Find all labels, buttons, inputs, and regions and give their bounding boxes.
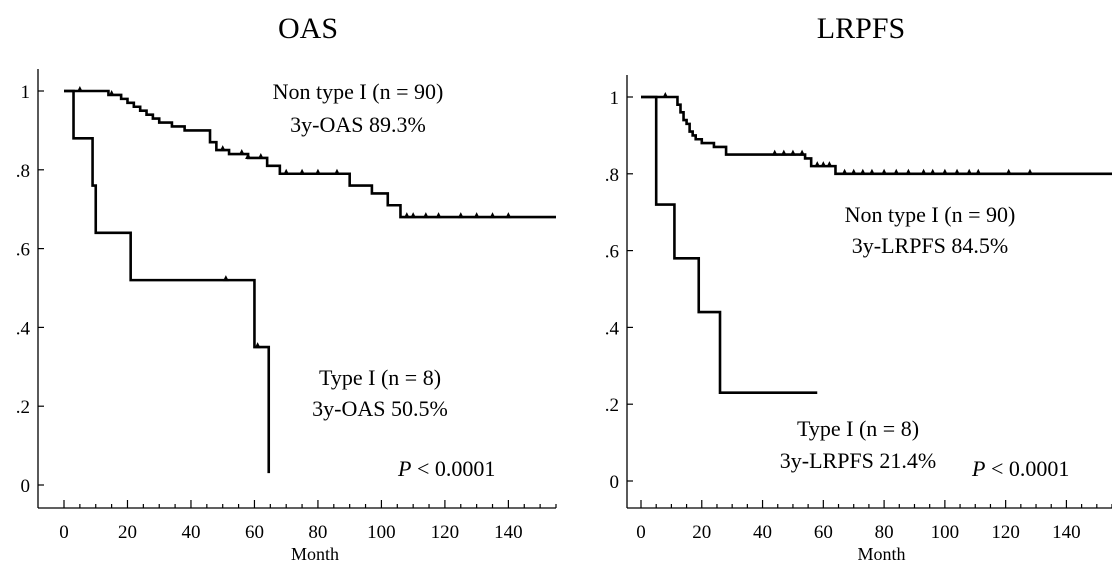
y-tick-label: 0 [21, 476, 31, 497]
x-tick-label: 40 [753, 522, 772, 543]
x-tick-label: 140 [1052, 522, 1081, 543]
censor-mark [1026, 168, 1033, 175]
group-label: Type I (n = 8) [319, 365, 441, 390]
censor-mark [283, 168, 290, 175]
p-value: P < 0.0001 [971, 456, 1069, 481]
censor-mark [1005, 168, 1012, 175]
censor-mark [257, 152, 264, 159]
censor-mark [254, 342, 261, 349]
x-tick-label: 20 [118, 522, 137, 543]
survival-stat: 3y-OAS 50.5% [312, 396, 448, 421]
km-curve-type-i [64, 89, 271, 474]
survival-stat: 3y-OAS 89.3% [290, 112, 426, 137]
x-tick-label: 0 [636, 522, 646, 543]
censor-mark [859, 168, 866, 175]
censor-mark [893, 168, 900, 175]
x-tick-label: 120 [991, 522, 1020, 543]
censor-mark [245, 152, 252, 159]
censor-mark [826, 161, 833, 168]
censor-mark [314, 168, 321, 175]
censor-mark [920, 168, 927, 175]
y-tick-label: .8 [605, 165, 619, 186]
censor-mark [489, 212, 496, 219]
x-tick-label: 80 [308, 522, 327, 543]
censor-mark [966, 168, 973, 175]
panel-oas: OAS 0 .2 .4 .6 .8 1 0 20 40 60 80 100 120 140 Month Non … [16, 12, 557, 564]
y-tick-label: 1 [610, 88, 620, 109]
censor-mark [881, 168, 888, 175]
p-value: P < 0.0001 [397, 456, 495, 481]
censor-mark [814, 161, 821, 168]
censor-mark [662, 92, 669, 98]
y-tick-label: 1 [21, 82, 31, 103]
survival-stat: 3y-LRPFS 84.5% [852, 233, 1008, 258]
x-axis-label: Month [291, 544, 339, 564]
p-value-text: < 0.0001 [411, 456, 495, 481]
y-tick-label: .4 [16, 318, 31, 339]
x-tick-label: 0 [59, 522, 69, 543]
p-value-symbol: P [397, 456, 411, 481]
chart-title: LRPFS [817, 12, 905, 45]
group-label: Non type I (n = 90) [273, 79, 444, 104]
p-value-text: < 0.0001 [985, 456, 1069, 481]
x-tick-label: 100 [931, 522, 960, 543]
p-value-symbol: P [971, 456, 985, 481]
censor-mark [505, 212, 512, 219]
censor-mark [457, 212, 464, 219]
censor-mark [799, 149, 806, 156]
censor-mark [954, 168, 961, 175]
censor-mark [435, 212, 442, 219]
censor-mark [299, 168, 306, 175]
x-tick-label: 120 [431, 522, 460, 543]
x-tick-label: 140 [494, 522, 523, 543]
censor-mark [219, 145, 226, 152]
censor-mark [941, 168, 948, 175]
censor-mark [333, 168, 340, 175]
km-curve-non-type-i [64, 89, 556, 219]
censor-mark [850, 168, 857, 175]
y-tick-label: .6 [605, 242, 619, 263]
censor-mark [868, 168, 875, 175]
censor-mark [771, 149, 778, 156]
censor-mark [403, 212, 410, 219]
x-tick-label: 100 [367, 522, 396, 543]
x-tick-label: 60 [814, 522, 833, 543]
censor-mark [820, 161, 827, 168]
censor-mark [780, 149, 787, 156]
censor-mark [76, 86, 83, 92]
km-curve-non-type-i [641, 95, 1112, 176]
x-tick-label: 60 [245, 522, 264, 543]
censor-mark [841, 168, 848, 175]
censor-mark [108, 89, 115, 96]
censor-mark [473, 212, 480, 219]
censor-mark [975, 168, 982, 175]
y-tick-label: .4 [605, 318, 620, 339]
censor-mark [410, 212, 417, 219]
y-tick-label: .6 [16, 240, 30, 261]
censor-mark [789, 149, 796, 156]
censor-mark [929, 168, 936, 175]
survival-stat: 3y-LRPFS 21.4% [780, 448, 936, 473]
group-label: Non type I (n = 90) [845, 202, 1016, 227]
censor-mark [905, 168, 912, 175]
x-tick-label: 80 [875, 522, 894, 543]
censor-mark [422, 212, 429, 219]
censor-mark [222, 275, 229, 282]
x-axis-label: Month [857, 544, 905, 564]
x-tick-label: 40 [181, 522, 200, 543]
y-tick-label: 0 [610, 472, 620, 493]
chart-title: OAS [278, 12, 338, 45]
y-tick-label: .2 [16, 397, 30, 418]
y-tick-label: .8 [16, 161, 30, 182]
km-curve-type-i [641, 95, 818, 394]
x-tick-label: 20 [692, 522, 711, 543]
y-tick-label: .2 [605, 395, 619, 416]
censor-mark [238, 149, 245, 156]
panel-lrpfs: LRPFS 0 .2 .4 .6 .8 1 0 20 40 60 80 100 120 140 Month No… [605, 12, 1112, 564]
group-label: Type I (n = 8) [797, 416, 919, 441]
